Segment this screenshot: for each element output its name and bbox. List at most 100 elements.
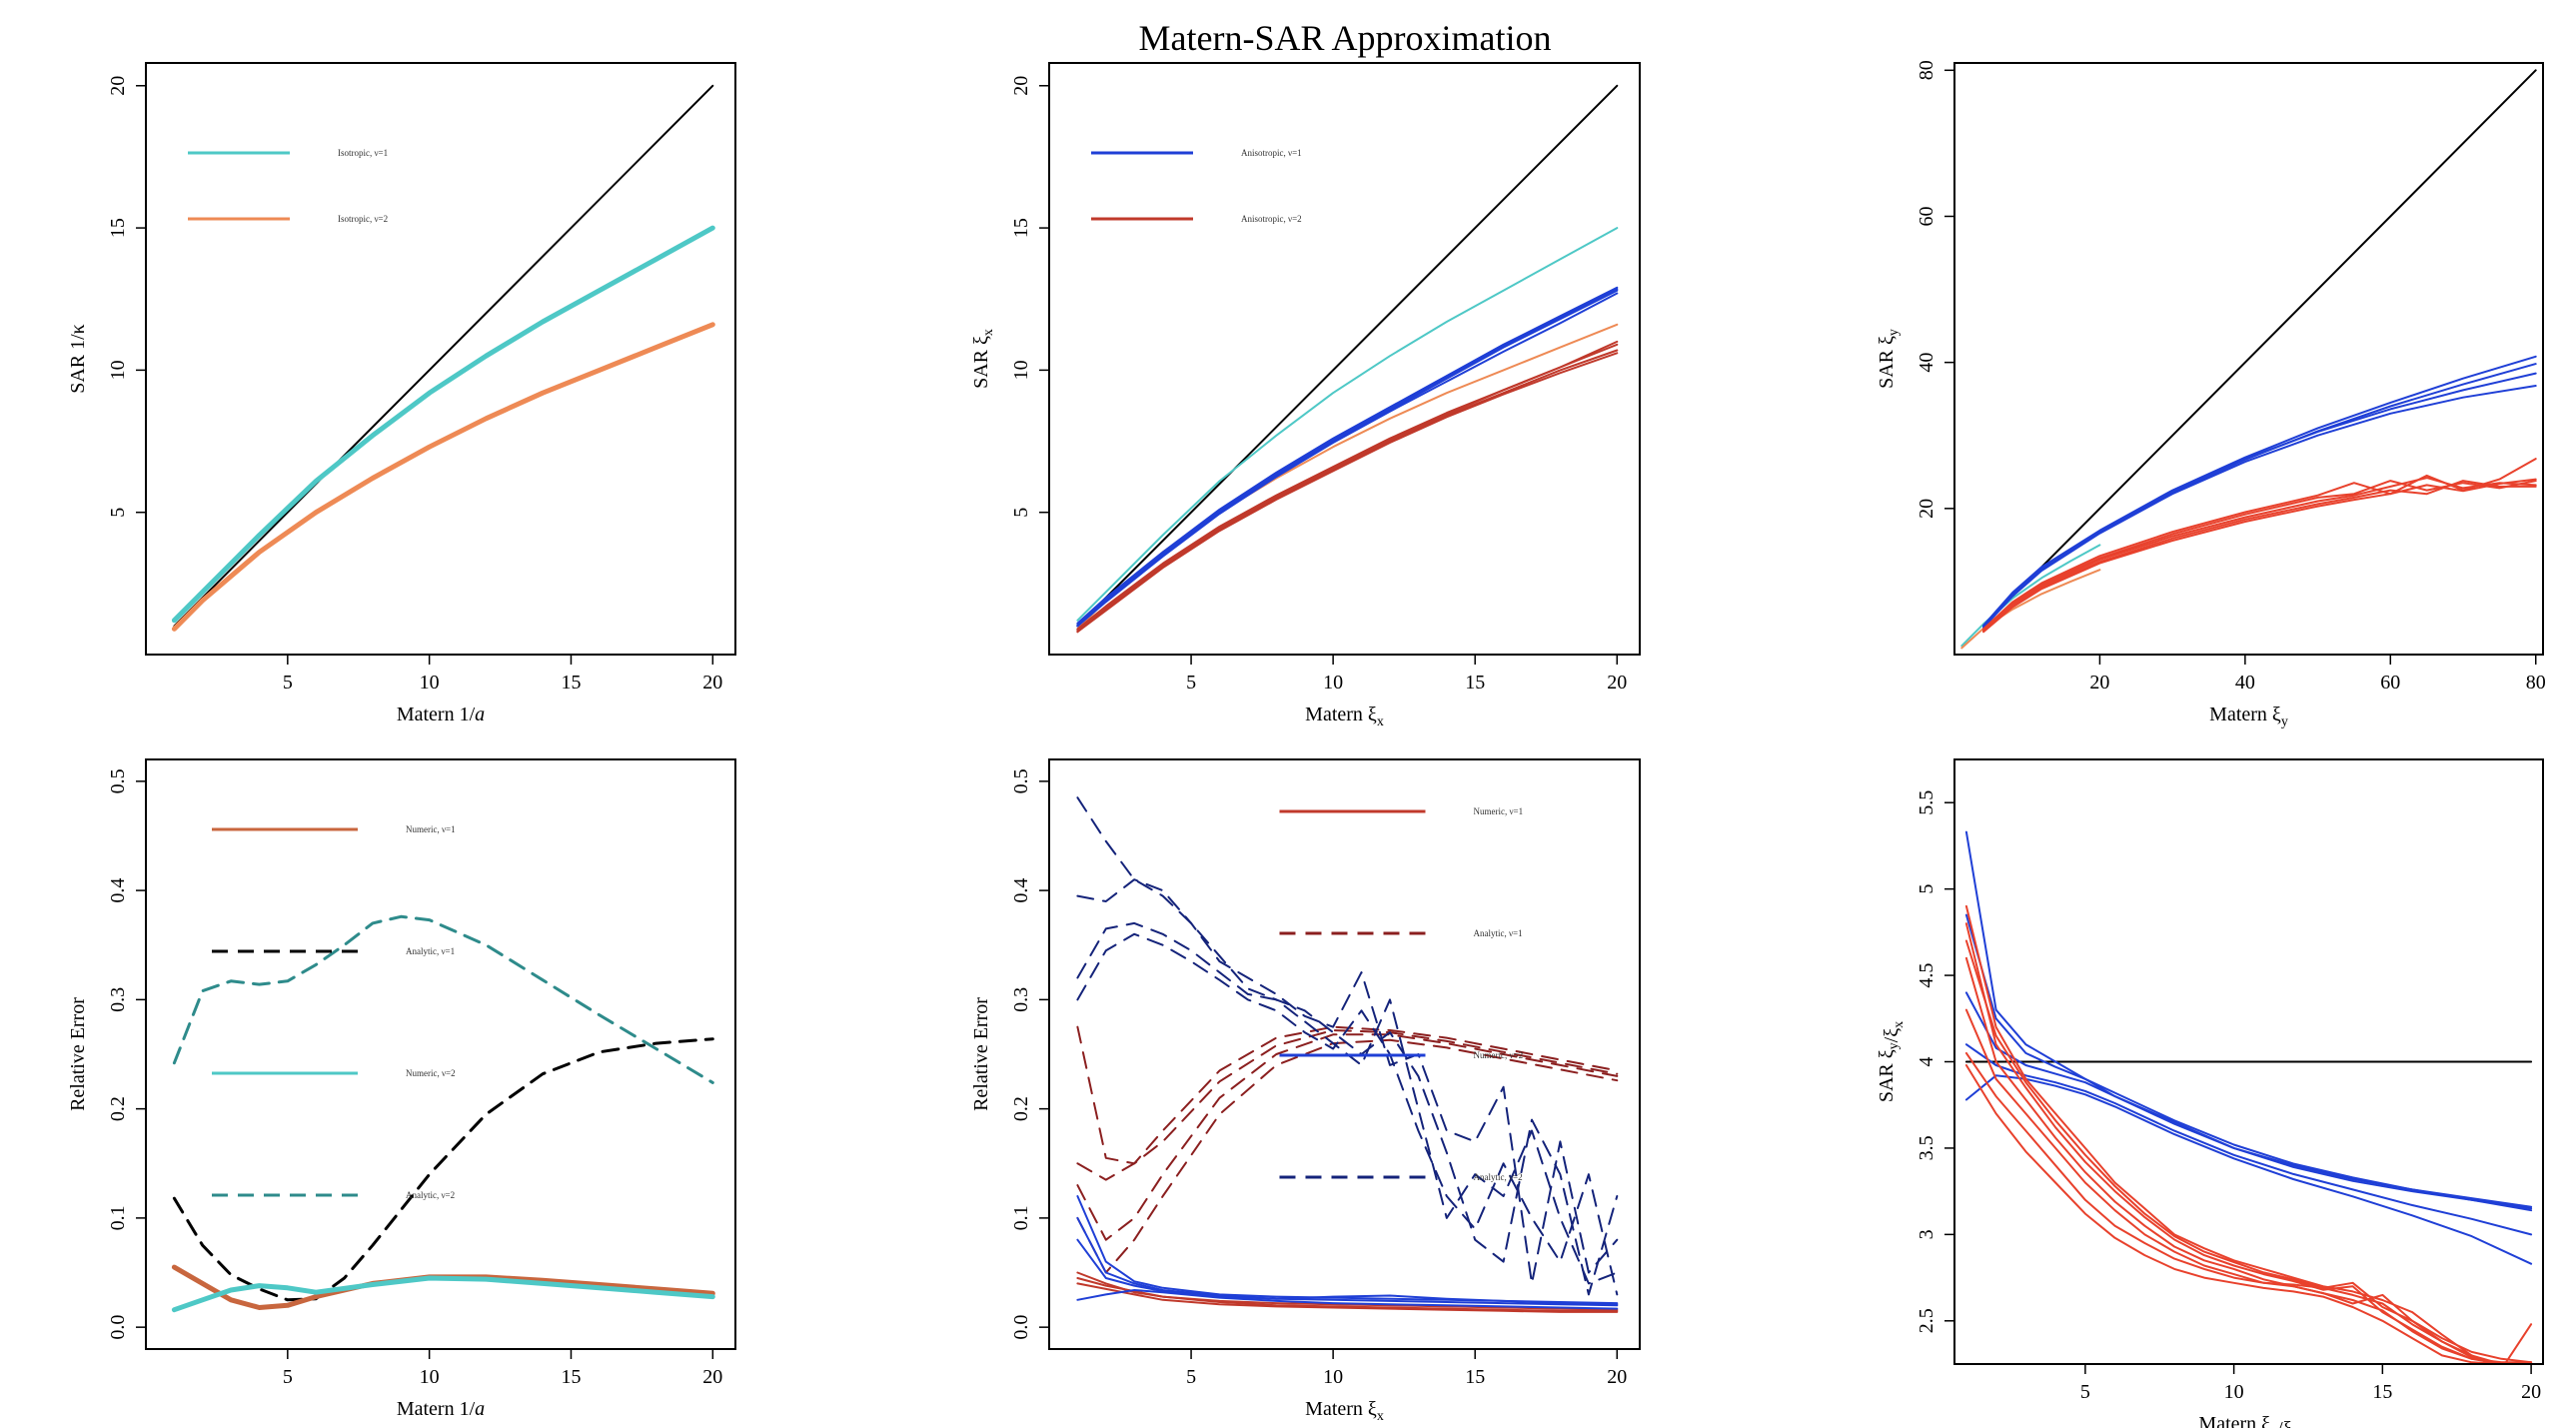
legend: Numeric, ν=1 Analytic, ν=1 Numeric, ν=2 Ana… — [212, 824, 456, 1200]
series-line — [1964, 1074, 2533, 1265]
x-axis-label: Matern 1/a — [397, 1398, 485, 1420]
y-tick-label: 0.1 — [107, 1205, 129, 1230]
panel-bottom-left: 5 10 15 20 0.0 0.1 0.2 0.3 0.4 0.5 Matern 1/a Relat… — [67, 758, 736, 1420]
series-line — [1964, 991, 2533, 1212]
x-tick-label: 20 — [1607, 672, 1627, 694]
series-line — [171, 225, 715, 624]
legend-label: Numeric, ν=1 — [406, 824, 456, 834]
x-tick-label: 10 — [2224, 1381, 2244, 1403]
y-tick-label: 0.3 — [1010, 987, 1032, 1012]
series-group — [1960, 69, 2537, 650]
series-line — [1982, 363, 2537, 629]
series-line — [1964, 1008, 2533, 1364]
y-tick-label: 5 — [1916, 884, 1937, 894]
y-tick-label: 20 — [107, 76, 129, 96]
series-line — [1964, 1043, 2533, 1236]
y-axis-label: SAR ξy/ξx — [1876, 1021, 1907, 1102]
legend-label: Numeric, ν=2 — [1473, 1050, 1523, 1060]
x-tick-label: 20 — [2089, 672, 2109, 694]
y-axis-label: Relative Error — [67, 997, 89, 1111]
panel-bottom-middle: 5 10 15 20 0.0 0.1 0.2 0.3 0.4 0.5 Matern ξx Relati… — [970, 758, 1641, 1424]
series-line — [1964, 1064, 2533, 1364]
series-line — [172, 1037, 714, 1302]
y-tick-label: 0.0 — [107, 1315, 129, 1340]
series-line — [1076, 1038, 1619, 1274]
series-line — [1982, 385, 2537, 629]
series-line — [1076, 921, 1619, 1285]
y-tick-label: 15 — [1010, 218, 1032, 238]
x-axis-label: Matern 1/a — [397, 704, 485, 725]
series-line — [1076, 1195, 1619, 1305]
x-tick-label: 5 — [2080, 1381, 2090, 1403]
x-tick-label: 80 — [2526, 672, 2546, 694]
series-line — [1982, 355, 2537, 627]
y-tick-label: 2.5 — [1916, 1308, 1937, 1333]
y-tick-label: 80 — [1916, 60, 1937, 80]
series-line — [1982, 480, 2537, 632]
series-line — [1076, 349, 1619, 634]
series-line — [1076, 289, 1619, 628]
x-tick-label: 5 — [283, 672, 293, 694]
plot-frame — [1953, 62, 2544, 656]
y-tick-label: 10 — [107, 360, 129, 380]
series-line — [173, 84, 714, 628]
y-tick-label: 5.5 — [1916, 790, 1937, 815]
x-tick-label: 60 — [2380, 672, 2400, 694]
series-line — [1960, 569, 2101, 650]
series-line — [1076, 1277, 1619, 1312]
x-axis-label: Matern ξy — [2209, 704, 2288, 729]
y-tick-label: 0.0 — [1010, 1315, 1032, 1340]
y-tick-label: 4.5 — [1916, 963, 1937, 988]
series-line — [1964, 956, 2533, 1364]
series-line — [1076, 1033, 1619, 1241]
panel-top-left: 5 10 15 20 5 10 15 20 Matern 1/a SAR 1/κ Isotropic… — [67, 62, 736, 725]
series-line — [1964, 922, 2533, 1364]
y-tick-label: 5 — [1010, 508, 1032, 518]
series-line — [1076, 343, 1619, 631]
y-tick-label: 0.3 — [107, 987, 129, 1012]
y-axis-label: Relative Error — [970, 997, 992, 1111]
legend-label: Isotropic, ν=2 — [338, 214, 388, 224]
series-group — [1964, 830, 2533, 1364]
series-line — [1982, 480, 2537, 633]
series-line — [1076, 1282, 1619, 1313]
series-line — [1076, 288, 1619, 627]
series-line — [1982, 478, 2537, 634]
y-tick-label: 3 — [1916, 1229, 1937, 1239]
series-line — [1076, 323, 1619, 631]
y-axis-label: SAR ξx — [970, 329, 996, 389]
legend: Numeric, ν=1 Analytic, ν=1 Numeric, ν=2 Ana… — [1279, 806, 1523, 1182]
legend-label: Numeric, ν=2 — [406, 1068, 456, 1078]
series-line — [1964, 939, 2533, 1364]
x-axis-label: Matern ξx — [1305, 704, 1384, 729]
series-line — [172, 914, 714, 1084]
x-tick-label: 20 — [2521, 1381, 2541, 1403]
panel-bottom-right: 5 10 15 20 2.5 3 3.5 4 4.5 5 5.5 Matern ξy/ξx SAR ξy… — [1876, 758, 2544, 1428]
y-tick-label: 20 — [1010, 76, 1032, 96]
series-group — [171, 914, 715, 1313]
legend-label: Analytic, ν=2 — [406, 1190, 455, 1200]
series-line — [1964, 913, 2533, 1208]
series-line — [1076, 352, 1619, 634]
series-line — [171, 322, 715, 632]
legend-label: Analytic, ν=2 — [1473, 1172, 1522, 1182]
series-line — [1982, 372, 2537, 628]
panel-top-middle: 5 10 15 20 5 10 15 20 Matern ξx SAR ξx Anisotropic… — [970, 62, 1641, 729]
plot-frame — [145, 758, 736, 1350]
series-line — [1076, 1216, 1619, 1307]
series-line — [1982, 69, 2537, 627]
series-group — [1076, 84, 1619, 634]
y-tick-label: 0.5 — [107, 768, 129, 793]
y-tick-label: 3.5 — [1916, 1135, 1937, 1160]
x-tick-label: 5 — [283, 1366, 293, 1388]
x-tick-label: 10 — [1323, 672, 1343, 694]
series-line — [1076, 932, 1619, 1296]
plot-frame — [1048, 758, 1641, 1350]
legend-label: Analytic, ν=1 — [1473, 928, 1522, 938]
x-tick-label: 5 — [1186, 672, 1196, 694]
x-tick-label: 20 — [1607, 1366, 1627, 1388]
x-tick-label: 10 — [420, 1366, 440, 1388]
y-tick-label: 15 — [107, 218, 129, 238]
y-tick-label: 0.4 — [107, 878, 129, 903]
